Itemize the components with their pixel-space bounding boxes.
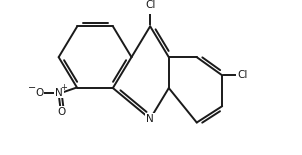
- Text: N: N: [55, 88, 63, 98]
- Text: N: N: [146, 114, 154, 124]
- Text: −: −: [28, 82, 37, 93]
- Text: Cl: Cl: [237, 70, 248, 80]
- Text: Cl: Cl: [145, 0, 155, 10]
- Text: O: O: [58, 107, 66, 117]
- Text: O: O: [35, 88, 43, 98]
- Text: +: +: [61, 82, 67, 91]
